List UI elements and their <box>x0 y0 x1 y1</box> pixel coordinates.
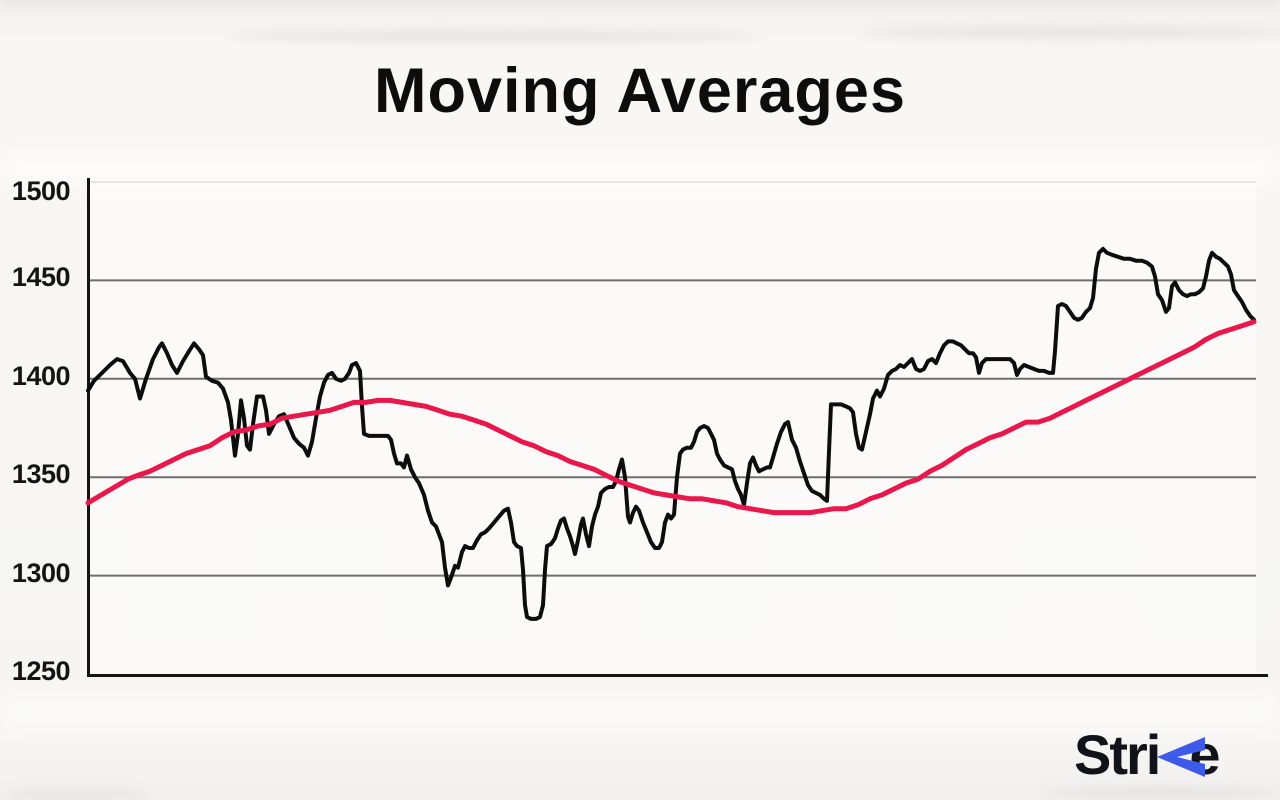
y-axis-label: 1500 <box>11 176 71 206</box>
chart-title: Moving Averages <box>374 56 906 126</box>
strike-logo: Stri e <box>1074 722 1221 792</box>
y-axis-label: 1450 <box>11 262 71 293</box>
y-axis-label: 1400 <box>11 360 71 391</box>
logo-ke-mark: e <box>1157 722 1221 788</box>
y-axis-label: 1350 <box>11 459 71 490</box>
moving-average-line <box>85 319 1257 516</box>
price-line <box>86 246 1256 621</box>
y-axis-label: 1300 <box>11 557 71 588</box>
logo-text-prefix: Stri <box>1074 723 1161 786</box>
strike-arrow-icon <box>1157 737 1206 777</box>
y-axis-label: 1250 <box>11 656 71 686</box>
